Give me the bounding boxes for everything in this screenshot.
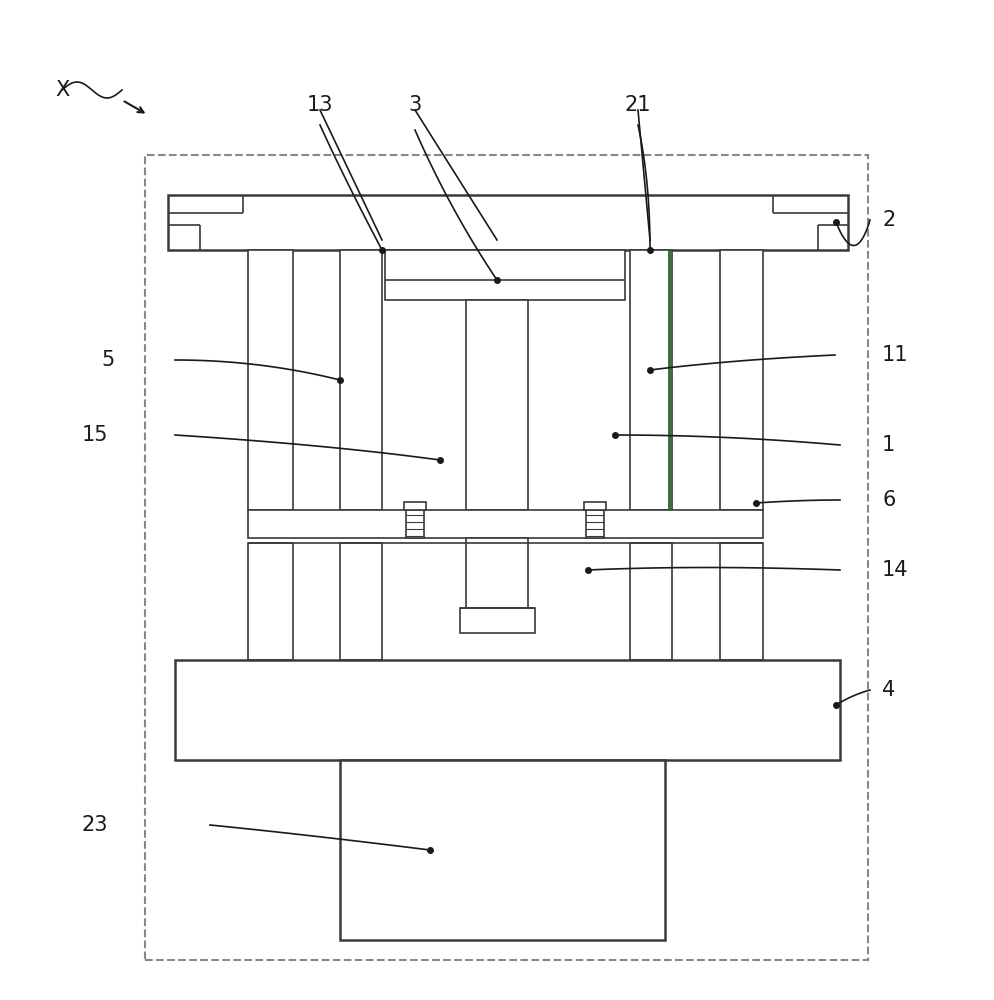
Text: 15: 15 <box>82 425 108 445</box>
Text: 1: 1 <box>882 435 896 455</box>
Text: 6: 6 <box>882 490 896 510</box>
Bar <box>248 510 763 538</box>
Bar <box>466 300 528 510</box>
Text: 3: 3 <box>409 95 421 115</box>
Text: 4: 4 <box>882 680 896 700</box>
Bar <box>720 543 763 660</box>
Bar <box>584 502 606 510</box>
Bar <box>248 250 293 510</box>
Text: 2: 2 <box>882 210 896 230</box>
Bar <box>466 538 528 608</box>
Bar <box>630 250 672 510</box>
Bar <box>168 195 848 250</box>
Text: 14: 14 <box>882 560 909 580</box>
Text: X: X <box>55 80 70 100</box>
Text: 11: 11 <box>882 345 909 365</box>
Text: 21: 21 <box>625 95 651 115</box>
Bar <box>340 760 665 940</box>
Bar <box>385 250 625 300</box>
Bar <box>404 502 426 510</box>
Bar <box>406 510 424 538</box>
Bar <box>720 250 763 510</box>
Bar <box>248 543 293 660</box>
Text: 23: 23 <box>82 815 108 835</box>
Bar <box>630 543 672 660</box>
Text: 5: 5 <box>101 350 114 370</box>
Bar <box>145 155 868 960</box>
Bar <box>340 543 382 660</box>
Bar <box>586 510 604 538</box>
Text: 13: 13 <box>307 95 333 115</box>
Bar <box>340 250 382 510</box>
Bar <box>460 608 535 633</box>
Bar <box>175 660 840 760</box>
